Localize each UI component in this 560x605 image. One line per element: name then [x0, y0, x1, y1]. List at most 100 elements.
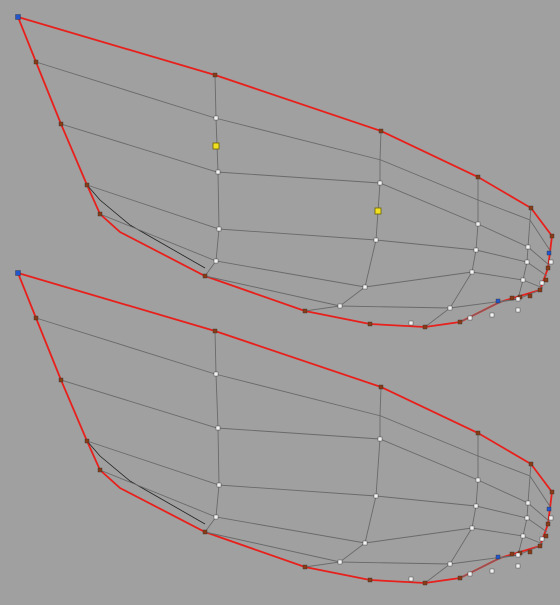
cv-vertex[interactable]: [216, 226, 222, 232]
edge-vertex[interactable]: [58, 121, 64, 127]
cv-vertex[interactable]: [475, 477, 481, 483]
isoparm-v: [459, 463, 532, 579]
cv-vertex[interactable]: [515, 563, 521, 569]
edge-vertex[interactable]: [457, 319, 463, 325]
edge-vertex[interactable]: [422, 324, 428, 330]
cv-vertex[interactable]: [524, 515, 530, 521]
edge-vertex[interactable]: [97, 211, 103, 217]
cv-vertex[interactable]: [362, 540, 368, 546]
cv-vertex[interactable]: [337, 559, 343, 565]
cv-vertex[interactable]: [213, 371, 219, 377]
isoparm-u: [99, 469, 544, 545]
cv-vertex[interactable]: [408, 576, 414, 582]
corner-vertex[interactable]: [495, 298, 501, 304]
surface-outline[interactable]: [17, 272, 553, 584]
cv-vertex[interactable]: [337, 303, 343, 309]
corner-vertex[interactable]: [546, 506, 552, 512]
corner-vertex[interactable]: [15, 270, 21, 276]
cv-vertex[interactable]: [213, 115, 219, 121]
edge-vertex[interactable]: [545, 265, 551, 271]
cv-vertex[interactable]: [539, 280, 545, 286]
edge-vertex[interactable]: [97, 467, 103, 473]
edge-vertex[interactable]: [202, 273, 208, 279]
cv-vertex[interactable]: [548, 259, 554, 265]
cv-vertex[interactable]: [447, 305, 453, 311]
cv-vertex[interactable]: [515, 552, 521, 558]
cv-vertex[interactable]: [515, 296, 521, 302]
cv-vertex[interactable]: [539, 536, 545, 542]
cv-vertex[interactable]: [215, 425, 221, 431]
edge-vertex[interactable]: [543, 533, 549, 539]
edge-vertex[interactable]: [302, 564, 308, 570]
surface-outline[interactable]: [17, 16, 553, 328]
edge-vertex[interactable]: [212, 328, 218, 334]
edge-vertex[interactable]: [212, 72, 218, 78]
cv-vertex[interactable]: [467, 315, 473, 321]
edge-vertex[interactable]: [509, 551, 515, 557]
edge-vertex[interactable]: [33, 59, 39, 65]
cv-vertex[interactable]: [473, 503, 479, 509]
cv-vertex[interactable]: [520, 533, 526, 539]
cv-vertex[interactable]: [520, 277, 526, 283]
cv-vertex[interactable]: [489, 568, 495, 574]
cv-vertex[interactable]: [469, 269, 475, 275]
edge-vertex[interactable]: [537, 543, 543, 549]
cv-vertex[interactable]: [548, 515, 554, 521]
edge-vertex[interactable]: [367, 321, 373, 327]
cv-vertex[interactable]: [373, 493, 379, 499]
edge-vertex[interactable]: [527, 549, 533, 555]
cv-vertex[interactable]: [467, 571, 473, 577]
edge-vertex[interactable]: [367, 577, 373, 583]
edge-vertex[interactable]: [378, 384, 384, 390]
cv-vertex[interactable]: [408, 320, 414, 326]
isoparm-u: [86, 440, 548, 533]
edge-vertex[interactable]: [33, 315, 39, 321]
cv-vertex[interactable]: [469, 525, 475, 531]
cv-vertex[interactable]: [524, 259, 530, 265]
cv-vertex[interactable]: [489, 312, 495, 318]
corner-vertex[interactable]: [15, 14, 21, 20]
edge-vertex[interactable]: [475, 430, 481, 436]
cv-vertex[interactable]: [362, 284, 368, 290]
selected-vertex[interactable]: [374, 207, 382, 215]
edge-vertex[interactable]: [378, 128, 384, 134]
cv-vertex[interactable]: [373, 237, 379, 243]
cv-vertex[interactable]: [377, 180, 383, 186]
cv-vertex[interactable]: [215, 169, 221, 175]
cv-vertex[interactable]: [525, 500, 531, 506]
cv-vertex[interactable]: [377, 436, 383, 442]
isoparm-u: [60, 379, 550, 522]
cv-vertex[interactable]: [213, 258, 219, 264]
edge-vertex[interactable]: [549, 489, 555, 495]
cv-vertex[interactable]: [475, 221, 481, 227]
edge-vertex[interactable]: [302, 308, 308, 314]
edge-vertex[interactable]: [457, 575, 463, 581]
edge-vertex[interactable]: [549, 233, 555, 239]
edge-vertex[interactable]: [509, 295, 515, 301]
selected-vertex[interactable]: [212, 142, 220, 150]
corner-vertex[interactable]: [546, 250, 552, 256]
edge-vertex[interactable]: [543, 277, 549, 283]
cv-vertex[interactable]: [447, 561, 453, 567]
edge-vertex[interactable]: [202, 529, 208, 535]
cv-vertex[interactable]: [525, 244, 531, 250]
cv-vertex[interactable]: [216, 482, 222, 488]
nurbs-surface-bottom[interactable]: [15, 270, 555, 586]
edge-vertex[interactable]: [422, 580, 428, 586]
edge-vertex[interactable]: [527, 293, 533, 299]
corner-vertex[interactable]: [495, 554, 501, 560]
edge-vertex[interactable]: [84, 438, 90, 444]
edge-vertex[interactable]: [545, 521, 551, 527]
edge-vertex[interactable]: [84, 182, 90, 188]
edge-vertex[interactable]: [58, 377, 64, 383]
cv-vertex[interactable]: [473, 247, 479, 253]
cv-vertex[interactable]: [213, 514, 219, 520]
edge-vertex[interactable]: [528, 205, 534, 211]
cv-vertex[interactable]: [515, 307, 521, 313]
nurbs-surface-top[interactable]: [15, 14, 555, 330]
edge-vertex[interactable]: [475, 174, 481, 180]
edge-vertex[interactable]: [528, 461, 534, 467]
edge-vertex[interactable]: [537, 287, 543, 293]
